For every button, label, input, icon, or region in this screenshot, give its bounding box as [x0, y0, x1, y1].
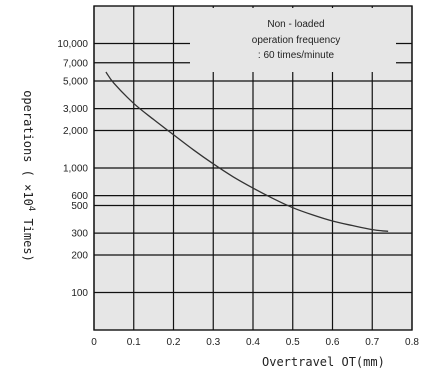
- y-axis-title: operations ( ×104 Times): [21, 90, 36, 262]
- y-tick-label: 3,000: [63, 104, 88, 115]
- y-tick-label: 10,000: [57, 39, 88, 50]
- x-tick-label: 0.8: [405, 337, 419, 348]
- x-tick-label: 0.4: [246, 337, 260, 348]
- y-axis-title-pre: operations ( ×10: [21, 90, 35, 206]
- annotation-line: : 60 times/minute: [258, 50, 335, 61]
- x-axis-title: Overtravel OT(mm): [262, 355, 385, 369]
- y-tick-label: 5,000: [63, 76, 88, 87]
- y-tick-label: 7,000: [63, 58, 88, 69]
- x-tick-labels: 0 0.1 0.2 0.3 0.4 0.5 0.6 0.7 0.8: [91, 337, 419, 348]
- y-tick-label: 500: [71, 201, 88, 212]
- annotation-line: Non - loaded: [267, 19, 324, 30]
- x-tick-label: 0.5: [286, 337, 300, 348]
- y-tick-label: 1,000: [63, 164, 88, 175]
- x-tick-label: 0.7: [365, 337, 379, 348]
- y-tick-label: 100: [71, 288, 88, 299]
- y-axis-title-post: Times): [21, 211, 35, 262]
- y-tick-label: 600: [71, 191, 88, 202]
- x-tick-label: 0.3: [206, 337, 220, 348]
- y-tick-label: 200: [71, 251, 88, 262]
- annotation-line: operation frequency: [252, 35, 340, 46]
- x-tick-label: 0.2: [167, 337, 181, 348]
- x-tick-label: 0: [91, 337, 97, 348]
- x-tick-label: 0.6: [326, 337, 340, 348]
- y-tick-label: 2,000: [63, 126, 88, 137]
- annotation-box: Non - loaded operation frequency : 60 ti…: [190, 8, 396, 72]
- x-tick-label: 0.1: [127, 337, 141, 348]
- y-tick-label: 300: [71, 229, 88, 240]
